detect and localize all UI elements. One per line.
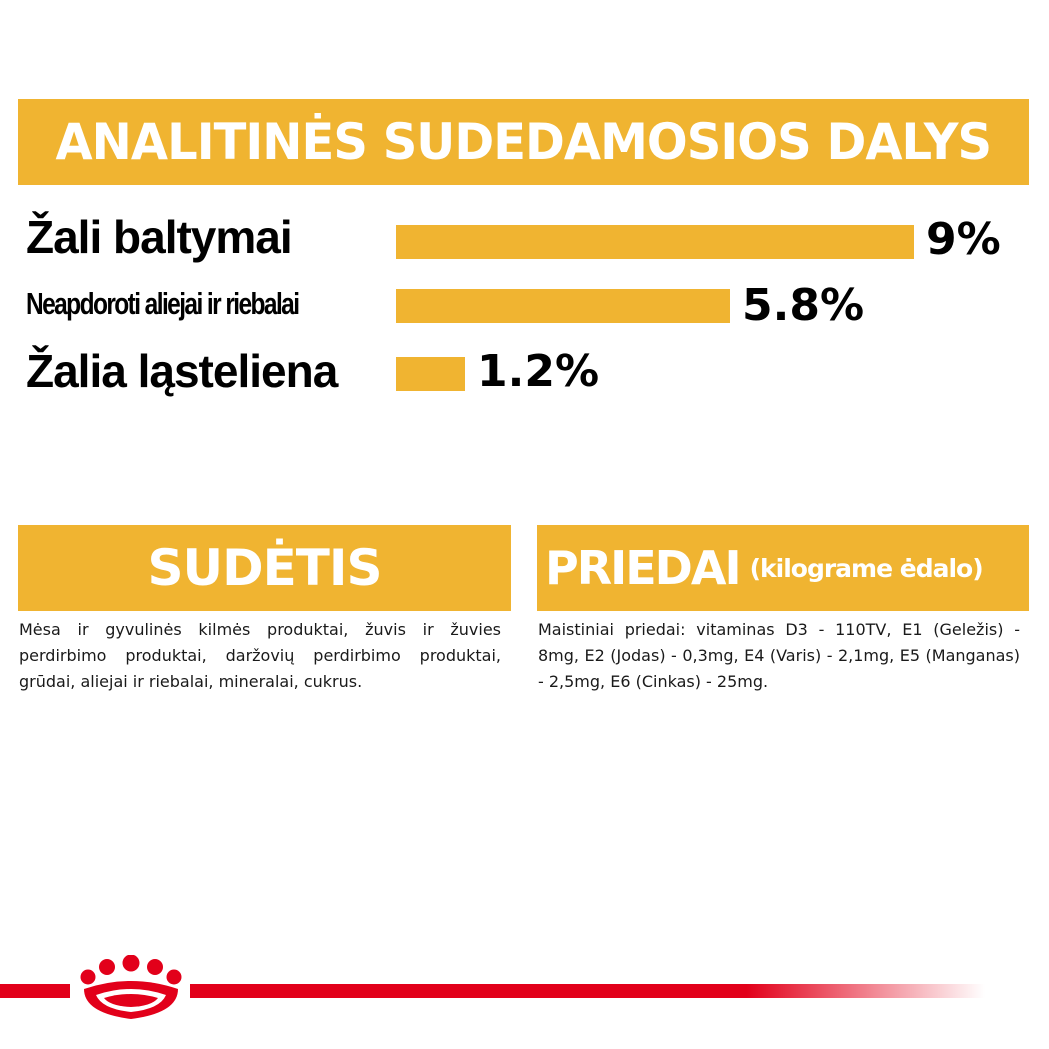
nutrient-value-protein: 9% [926,214,1001,265]
composition-title: SUDĖTIS [147,539,383,597]
nutrient-label-fibre: Žalia ląsteliena [26,345,338,397]
nutrient-value-fibre: 1.2% [477,346,600,397]
additives-title: PRIEDAI [545,541,742,595]
brand-line-right [190,984,985,998]
brand-line-left [0,984,70,998]
nutrient-bar-fat [396,289,730,323]
additives-banner: PRIEDAI (kilograme ėdalo) [537,525,1029,611]
additives-subtitle: (kilograme ėdalo) [749,553,984,583]
composition-text: Mėsa ir gyvulinės kilmės produktai, žuvi… [19,620,501,691]
nutrient-bar-protein [396,225,914,259]
nutrient-bar-fibre [396,357,465,391]
nutrient-label-fat: Neapdoroti aliejai ir riebalai [26,286,300,321]
composition-banner: SUDĖTIS [18,525,511,611]
analytical-constituents-title: ANALITINĖS SUDEDAMOSIOS DALYS [55,113,993,171]
nutrient-value-fat: 5.8% [742,280,865,331]
additives-text: Maistiniai priedai: vitaminas D3 - 110TV… [538,620,1020,691]
analytical-constituents-banner: ANALITINĖS SUDEDAMOSIOS DALYS [18,99,1029,185]
nutrient-label-protein: Žali baltymai [26,211,293,263]
royal-canin-crown-icon [80,955,182,1019]
